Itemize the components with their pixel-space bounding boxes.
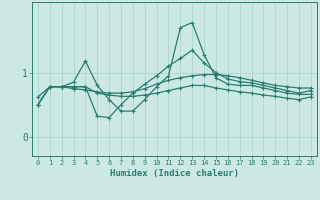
X-axis label: Humidex (Indice chaleur): Humidex (Indice chaleur) (110, 169, 239, 178)
